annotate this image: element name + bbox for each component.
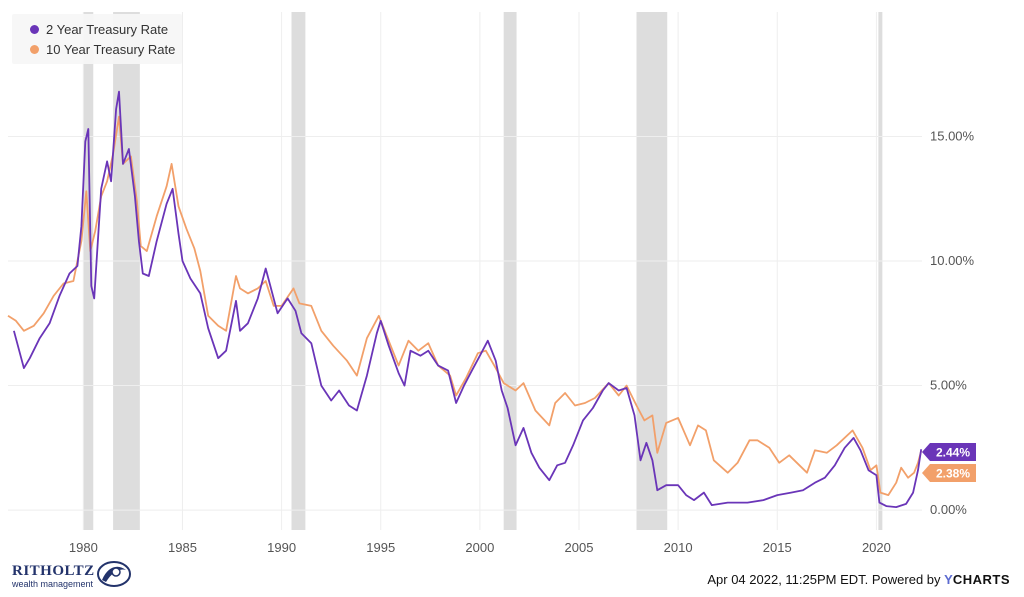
ycharts-brand: CHARTS <box>952 572 1010 587</box>
x-tick-label: 2010 <box>664 540 693 555</box>
y-axis-ticks: 0.00% 5.00% 10.00% 15.00% <box>930 129 975 518</box>
legend-label: 2 Year Treasury Rate <box>46 22 169 37</box>
x-tick-label: 2015 <box>763 540 792 555</box>
x-tick-label: 2020 <box>862 540 891 555</box>
logo-tagline: wealth management <box>12 579 94 589</box>
last-value-text: 2.38% <box>936 467 970 481</box>
powered-by-credit: Apr 04 2022, 11:25PM EDT. Powered by YCH… <box>707 572 1010 587</box>
legend: 2 Year Treasury Rate 10 Year Treasury Ra… <box>12 14 182 64</box>
recession-bands <box>83 12 883 530</box>
ritholtz-logo: RITHOLTZ wealth management <box>12 558 132 592</box>
legend-dot-icon <box>30 25 39 34</box>
x-tick-label: 1990 <box>267 540 296 555</box>
x-tick-label: 2005 <box>565 540 594 555</box>
recession-band <box>636 12 668 530</box>
x-tick-label: 1980 <box>69 540 98 555</box>
y-tick-label: 0.00% <box>930 502 967 517</box>
gridlines <box>8 12 922 530</box>
recession-band <box>113 12 140 530</box>
last-value-label: 2.38% <box>922 464 976 482</box>
logo-name: RITHOLTZ <box>12 563 95 579</box>
last-value-flag <box>922 443 976 461</box>
series-lines <box>7 90 923 508</box>
x-tick-label: 2000 <box>465 540 494 555</box>
series-line-10yr <box>7 115 923 496</box>
x-tick-label: 1985 <box>168 540 197 555</box>
y-tick-label: 10.00% <box>930 253 975 268</box>
timestamp-text: Apr 04 2022, 11:25PM EDT. Powered by <box>707 572 941 587</box>
recession-band <box>291 12 306 530</box>
legend-dot-icon <box>30 45 39 54</box>
logo-emblem-icon <box>97 561 131 587</box>
y-tick-label: 15.00% <box>930 129 975 144</box>
ycharts-brand-y: Y <box>944 572 953 587</box>
recession-band <box>83 12 94 530</box>
recession-band <box>503 12 517 530</box>
last-value-flag <box>922 464 976 482</box>
y-tick-label: 5.00% <box>930 378 967 393</box>
last-value-labels: 2.44% 2.38% <box>922 443 976 482</box>
recession-band <box>878 12 883 530</box>
legend-label: 10 Year Treasury Rate <box>46 42 176 57</box>
last-value-label: 2.44% <box>922 443 976 461</box>
last-value-text: 2.44% <box>936 446 970 460</box>
series-line-2yr <box>13 90 923 508</box>
x-axis-ticks: 1980 1985 1990 1995 2000 2005 2010 2015 2020 <box>69 540 891 555</box>
x-tick-label: 1995 <box>366 540 395 555</box>
